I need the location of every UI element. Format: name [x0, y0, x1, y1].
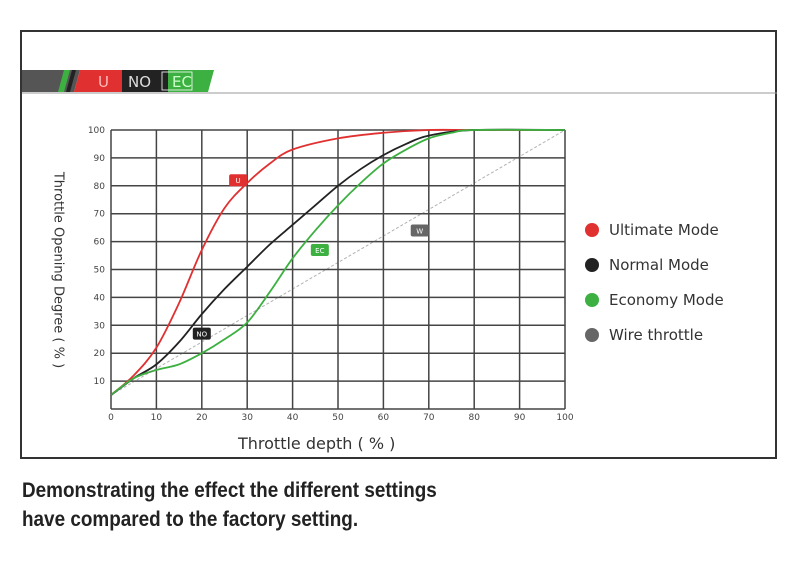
x-tick-label: 100: [556, 413, 573, 423]
x-tick-label: 30: [241, 413, 253, 423]
y-tick-label: 100: [88, 126, 105, 136]
x-tick-label: 80: [468, 413, 480, 423]
series-badge-label: NO: [196, 331, 207, 339]
y-tick-label: 40: [94, 293, 106, 303]
legend-item: Normal Mode: [585, 247, 724, 282]
legend-item: Wire throttle: [585, 317, 724, 352]
series-badge: [410, 224, 429, 237]
x-tick-label: 0: [108, 413, 114, 423]
series-badge-label: U: [236, 177, 241, 185]
series-line-1: [110, 128, 566, 396]
y-tick-label: 70: [94, 210, 106, 220]
wire-dot-icon: [585, 327, 599, 342]
x-tick-label: 40: [287, 413, 299, 423]
banner-no: NO: [128, 73, 151, 91]
banner-u: U: [98, 73, 109, 91]
series-badge: [229, 174, 248, 187]
y-tick-label: 80: [94, 182, 106, 192]
economy-dot-icon: [585, 292, 599, 307]
legend-label: Wire throttle: [609, 325, 704, 344]
series-line-0: [110, 128, 565, 396]
legend-item: Economy Mode: [585, 282, 724, 317]
legend-label: Normal Mode: [609, 255, 709, 274]
series-badge-label: W: [416, 227, 423, 235]
legend-item: Ultimate Mode: [585, 212, 724, 247]
normal-dot-icon: [585, 257, 599, 272]
x-tick-label: 90: [514, 413, 526, 423]
y-tick-label: 50: [94, 266, 106, 276]
caption: Demonstrating the effect the different s…: [22, 476, 562, 534]
ultimate-dot-icon: [585, 222, 599, 237]
y-tick-label: 20: [94, 349, 106, 359]
series-line-2: [110, 128, 566, 396]
y-tick-label: 60: [94, 238, 106, 248]
y-tick-label: 90: [94, 154, 106, 164]
legend-label: Economy Mode: [609, 290, 724, 309]
series-badge: [192, 327, 211, 340]
y-tick-label: 30: [94, 321, 106, 331]
legend-label: Ultimate Mode: [609, 220, 719, 239]
x-tick-label: 20: [196, 413, 208, 423]
caption-line: Demonstrating the effect the different s…: [22, 479, 437, 502]
series-badge: [310, 243, 329, 256]
series-badge-label: EC: [315, 247, 324, 255]
y-axis-label: Throttle Opening Degree ( % ): [50, 171, 66, 369]
caption-line: have compared to the factory setting.: [22, 508, 359, 531]
banner-ec: EC: [172, 73, 192, 91]
series-line-3: [110, 129, 566, 396]
x-tick-label: 10: [151, 413, 163, 423]
mode-banner: U NO EC: [22, 70, 777, 94]
y-tick-label: 10: [94, 377, 106, 387]
legend: Ultimate Mode Normal Mode Economy Mode W…: [585, 212, 724, 352]
x-tick-label: 70: [423, 413, 435, 423]
x-tick-label: 60: [378, 413, 390, 423]
x-axis-label: Throttle depth ( % ): [238, 434, 396, 453]
x-tick-label: 50: [332, 413, 344, 423]
chart-frame: [20, 30, 777, 459]
